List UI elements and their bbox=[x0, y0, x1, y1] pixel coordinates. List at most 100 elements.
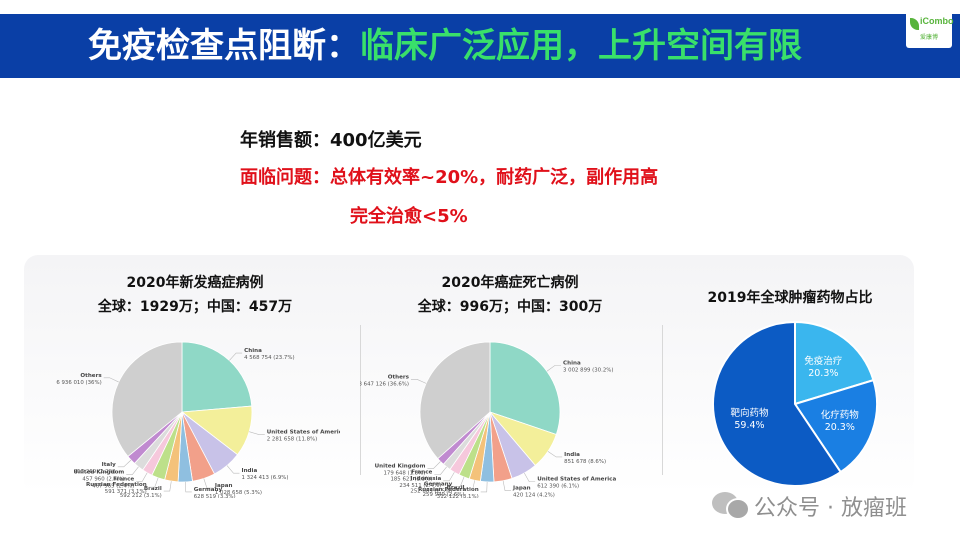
pie-label-china: China bbox=[563, 360, 581, 366]
pie-leader-line bbox=[249, 431, 265, 435]
pie-leader-line bbox=[502, 480, 511, 491]
annual-sales-text: 年销售额：400亿美元 bbox=[240, 130, 422, 151]
pie-leader-line bbox=[226, 465, 240, 474]
pie-label-russian-federation: Russian Federation bbox=[418, 487, 479, 493]
pie-leader-line bbox=[148, 477, 159, 488]
page-title-main: 免疫检查点阻断： bbox=[88, 26, 360, 66]
pie-value-india: 851 678 (8.6%) bbox=[564, 459, 606, 465]
pie-value-russian-federation: 312 122 (3.1%) bbox=[437, 494, 479, 498]
pie-value-italy: 415 269 (2.2%) bbox=[74, 469, 116, 475]
pie-leader-line bbox=[136, 472, 148, 482]
pie-leader-line bbox=[410, 379, 427, 384]
pie-value-united-states-of-america: 612 390 (6.1%) bbox=[537, 484, 579, 490]
pie-slice-china bbox=[181, 341, 253, 413]
pie-label-japan: Japan bbox=[214, 483, 233, 489]
pie-leader-line bbox=[103, 377, 119, 383]
chart1-subtitle: 全球：1929万；中国：457万 bbox=[97, 299, 293, 315]
watermark-text: 公众号 · 放瘤班 bbox=[754, 496, 907, 521]
leaf-icon bbox=[910, 18, 919, 30]
logo-text: iCombo bbox=[920, 16, 954, 26]
pie-leader-line bbox=[454, 476, 465, 487]
pie-label-japan: Japan bbox=[512, 486, 531, 492]
pie-value-germany: 628 519 (3.3%) bbox=[194, 494, 236, 498]
pie-value-germany: 252 065 (2.5%) bbox=[410, 488, 452, 494]
pie-label-united-kingdom: United Kingdom bbox=[73, 470, 124, 476]
pie-value-brazil: 592 212 (3.1%) bbox=[120, 493, 162, 498]
pie-slice-others bbox=[111, 341, 183, 457]
page-title-highlight: 临床广泛应用，上升空间有限 bbox=[360, 26, 802, 66]
pie-label-others: Others bbox=[388, 374, 410, 380]
chart1-title: 2020年新发癌症病例 bbox=[126, 275, 264, 291]
pie-label-india: India bbox=[241, 468, 257, 474]
pie-leader-line bbox=[466, 480, 476, 491]
pie-value-indonesia: 234 511 (2.4%) bbox=[399, 483, 441, 489]
wechat-icon-bubble bbox=[726, 498, 750, 520]
pie-leader-line bbox=[184, 481, 192, 493]
pie-leader-line bbox=[427, 461, 441, 469]
pie-label-france: France bbox=[113, 476, 134, 482]
title-bar: 免疫检查点阻断：临床广泛应用，上升空间有限 bbox=[0, 14, 960, 78]
pie-label-india: India bbox=[564, 452, 580, 458]
pie-label-united-states-of-america: United States of America bbox=[537, 477, 616, 483]
pie-leader-line bbox=[126, 466, 139, 475]
pie-slice-chemotherapy bbox=[793, 378, 878, 474]
pie-leader-line bbox=[546, 365, 562, 372]
pie-label: 免疫治疗 bbox=[804, 355, 843, 367]
pie-leader-line bbox=[524, 472, 536, 483]
chart3-title: 2019年全球肿瘤药物占比 bbox=[707, 290, 873, 306]
pie-value-japan: 1 028 658 (5.3%) bbox=[215, 490, 262, 496]
pie-label-italy: Italy bbox=[102, 462, 116, 468]
pie-label-germany: Germany bbox=[424, 481, 453, 487]
pie-label-brazil: Brazil bbox=[144, 486, 162, 492]
pie-slice-targeted bbox=[712, 320, 843, 487]
pie-value-france: 467 965 (2.4%) bbox=[92, 483, 134, 489]
pie-value-united-kingdom: 457 960 (2.4%) bbox=[82, 477, 124, 483]
pie-label-china: China bbox=[244, 348, 262, 354]
pie-value: 20.3% bbox=[825, 422, 855, 433]
chart-divider bbox=[662, 325, 663, 475]
pie-value-russian-federation: 591 371 (3.1%) bbox=[105, 489, 147, 495]
pie-label: 靶向药物 bbox=[730, 407, 769, 419]
pie-leader-line bbox=[547, 451, 563, 458]
pie-leader-line bbox=[480, 481, 488, 493]
pie-leader-line bbox=[203, 478, 213, 489]
chart-divider bbox=[360, 325, 361, 475]
pie-value-united-states-of-america: 2 281 658 (11.8%) bbox=[267, 437, 317, 443]
pie-value-india: 1 324 413 (6.9%) bbox=[241, 475, 288, 481]
pie-slice-immunotherapy bbox=[794, 320, 875, 406]
pie-value-others: 3 647 126 (36.6%) bbox=[360, 381, 409, 387]
pie-value-france: 185 621 (1.9%) bbox=[390, 477, 432, 483]
pie-leader-line bbox=[117, 459, 132, 468]
chart2-title: 2020年癌症死亡病例 bbox=[441, 275, 579, 291]
pie-value-united-kingdom: 179 648 (1.8%) bbox=[384, 471, 426, 477]
pie-value-japan: 420 124 (4.2%) bbox=[513, 493, 555, 498]
pie-label-others: Others bbox=[80, 373, 102, 379]
pie-leader-line bbox=[443, 472, 455, 482]
pie-value-china: 3 002 899 (30.2%) bbox=[563, 367, 613, 373]
pie-label-france: France bbox=[411, 470, 432, 476]
page-title: 免疫检查点阻断：临床广泛应用，上升空间有限 bbox=[88, 14, 802, 78]
pie-value-brazil: 259 949 (2.6%) bbox=[423, 492, 465, 498]
chart2-subtitle: 全球：996万；中国：300万 bbox=[417, 299, 603, 315]
pie-value-china: 4 568 754 (23.7%) bbox=[244, 355, 294, 361]
pie-label-russian-federation: Russian Federation bbox=[86, 482, 147, 488]
challenges-text: 面临问题：总体有效率~20%，耐药广泛，副作用高 bbox=[240, 167, 659, 188]
pie-label-united-states-of-america: United States of America bbox=[267, 430, 340, 436]
pie-leader-line bbox=[229, 352, 243, 361]
pie-value: 59.4% bbox=[734, 420, 764, 431]
cure-rate-text: 完全治愈<5% bbox=[350, 206, 468, 227]
pie-label-united-kingdom: United Kingdom bbox=[375, 464, 426, 470]
pie-label-germany: Germany bbox=[194, 487, 223, 493]
pie-value: 20.3% bbox=[808, 368, 838, 379]
pie-value-others: 6 936 010 (36%) bbox=[56, 380, 101, 386]
icombo-logo: iCombo 爱康博 bbox=[906, 10, 954, 48]
pie-label: 化疗药物 bbox=[821, 409, 860, 421]
pie-leader-line bbox=[163, 481, 172, 492]
pie-label-brazil: Brazil bbox=[447, 485, 465, 491]
pie-label-indonesia: Indonesia bbox=[411, 476, 442, 482]
pie-leader-line bbox=[434, 466, 447, 476]
logo-subtext: 爱康博 bbox=[920, 34, 939, 41]
